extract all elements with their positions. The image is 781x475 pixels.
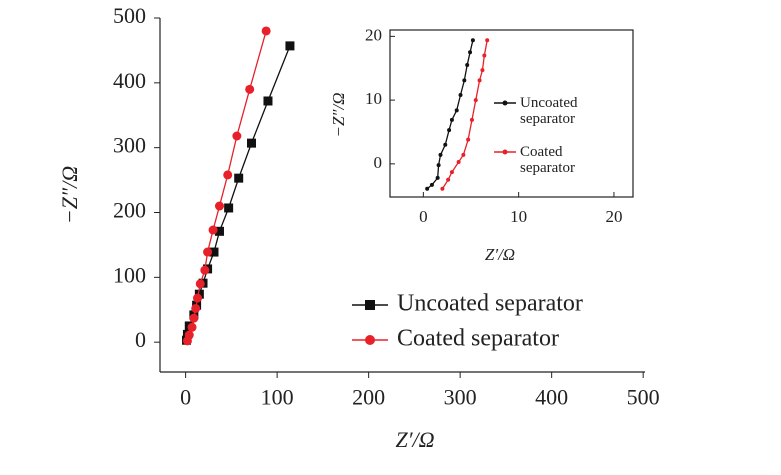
- y-axis-label: −Z″/Ω: [329, 92, 348, 137]
- marker: [466, 137, 471, 142]
- marker: [436, 163, 441, 168]
- y-tick-label: 500: [113, 3, 146, 28]
- marker: [446, 177, 451, 182]
- marker: [461, 152, 466, 157]
- marker: [438, 152, 443, 157]
- marker: [477, 78, 482, 83]
- marker: [458, 93, 463, 98]
- marker: [440, 186, 445, 191]
- y-tick-label: 20: [365, 25, 382, 44]
- marker: [425, 186, 430, 191]
- marker: [470, 38, 475, 43]
- legend-label: Coated separator: [520, 144, 575, 176]
- legend-label: Uncoated separator: [520, 95, 578, 127]
- marker: [435, 175, 440, 180]
- y-tick-label: 0: [135, 327, 146, 352]
- marker: [480, 68, 485, 73]
- marker: [189, 313, 199, 323]
- x-tick-label: 500: [627, 385, 660, 410]
- marker: [223, 170, 233, 180]
- marker: [191, 303, 201, 313]
- marker: [485, 38, 490, 43]
- marker: [214, 226, 224, 236]
- y-tick-label: 100: [113, 262, 146, 287]
- series-line: [441, 40, 488, 190]
- marker: [203, 247, 213, 257]
- marker: [449, 170, 454, 175]
- marker: [473, 98, 478, 103]
- x-tick-label: 200: [352, 385, 385, 410]
- x-tick-label: 300: [444, 385, 477, 410]
- legend-marker: [365, 300, 375, 310]
- x-tick-label: 0: [180, 385, 191, 410]
- marker: [214, 201, 224, 211]
- x-axis-label: Z′/Ω: [395, 427, 434, 452]
- y-axis-label: −Z″/Ω: [57, 166, 82, 224]
- y-tick-label: 0: [374, 153, 383, 172]
- x-axis-label: Z′/Ω: [485, 245, 515, 264]
- y-tick-label: 200: [113, 198, 146, 223]
- marker: [200, 265, 210, 275]
- marker: [454, 108, 459, 113]
- marker: [456, 159, 461, 164]
- y-tick-label: 400: [113, 68, 146, 93]
- marker: [443, 142, 448, 147]
- y-tick-label: 10: [365, 89, 382, 108]
- legend-label: Coated separator: [397, 326, 559, 352]
- legend-label: Uncoated separator: [397, 291, 583, 317]
- marker: [184, 330, 194, 340]
- x-tick-label: 10: [510, 207, 527, 226]
- y-tick-label: 300: [113, 133, 146, 158]
- marker: [469, 117, 474, 122]
- x-tick-label: 400: [535, 385, 568, 410]
- marker: [187, 322, 197, 332]
- plot-frame: [389, 29, 634, 198]
- marker: [263, 96, 273, 106]
- marker: [208, 225, 218, 235]
- marker: [245, 84, 255, 94]
- legend-marker: [502, 100, 508, 106]
- x-tick-label: 20: [605, 207, 622, 226]
- marker: [465, 63, 470, 68]
- marker: [234, 173, 244, 183]
- marker: [482, 53, 487, 58]
- legend-marker: [502, 149, 508, 155]
- marker: [447, 128, 452, 133]
- marker: [193, 293, 203, 303]
- x-tick-label: 100: [261, 385, 294, 410]
- x-tick-label: 0: [419, 207, 428, 226]
- legend-marker: [365, 335, 375, 345]
- marker: [232, 131, 242, 141]
- marker: [468, 50, 473, 55]
- marker: [247, 138, 257, 148]
- marker: [285, 41, 295, 51]
- marker: [462, 78, 467, 83]
- marker: [429, 182, 434, 187]
- series-line: [426, 40, 474, 190]
- marker: [195, 279, 205, 289]
- marker: [209, 247, 219, 257]
- marker: [261, 26, 271, 36]
- marker: [449, 117, 454, 122]
- marker: [224, 203, 234, 213]
